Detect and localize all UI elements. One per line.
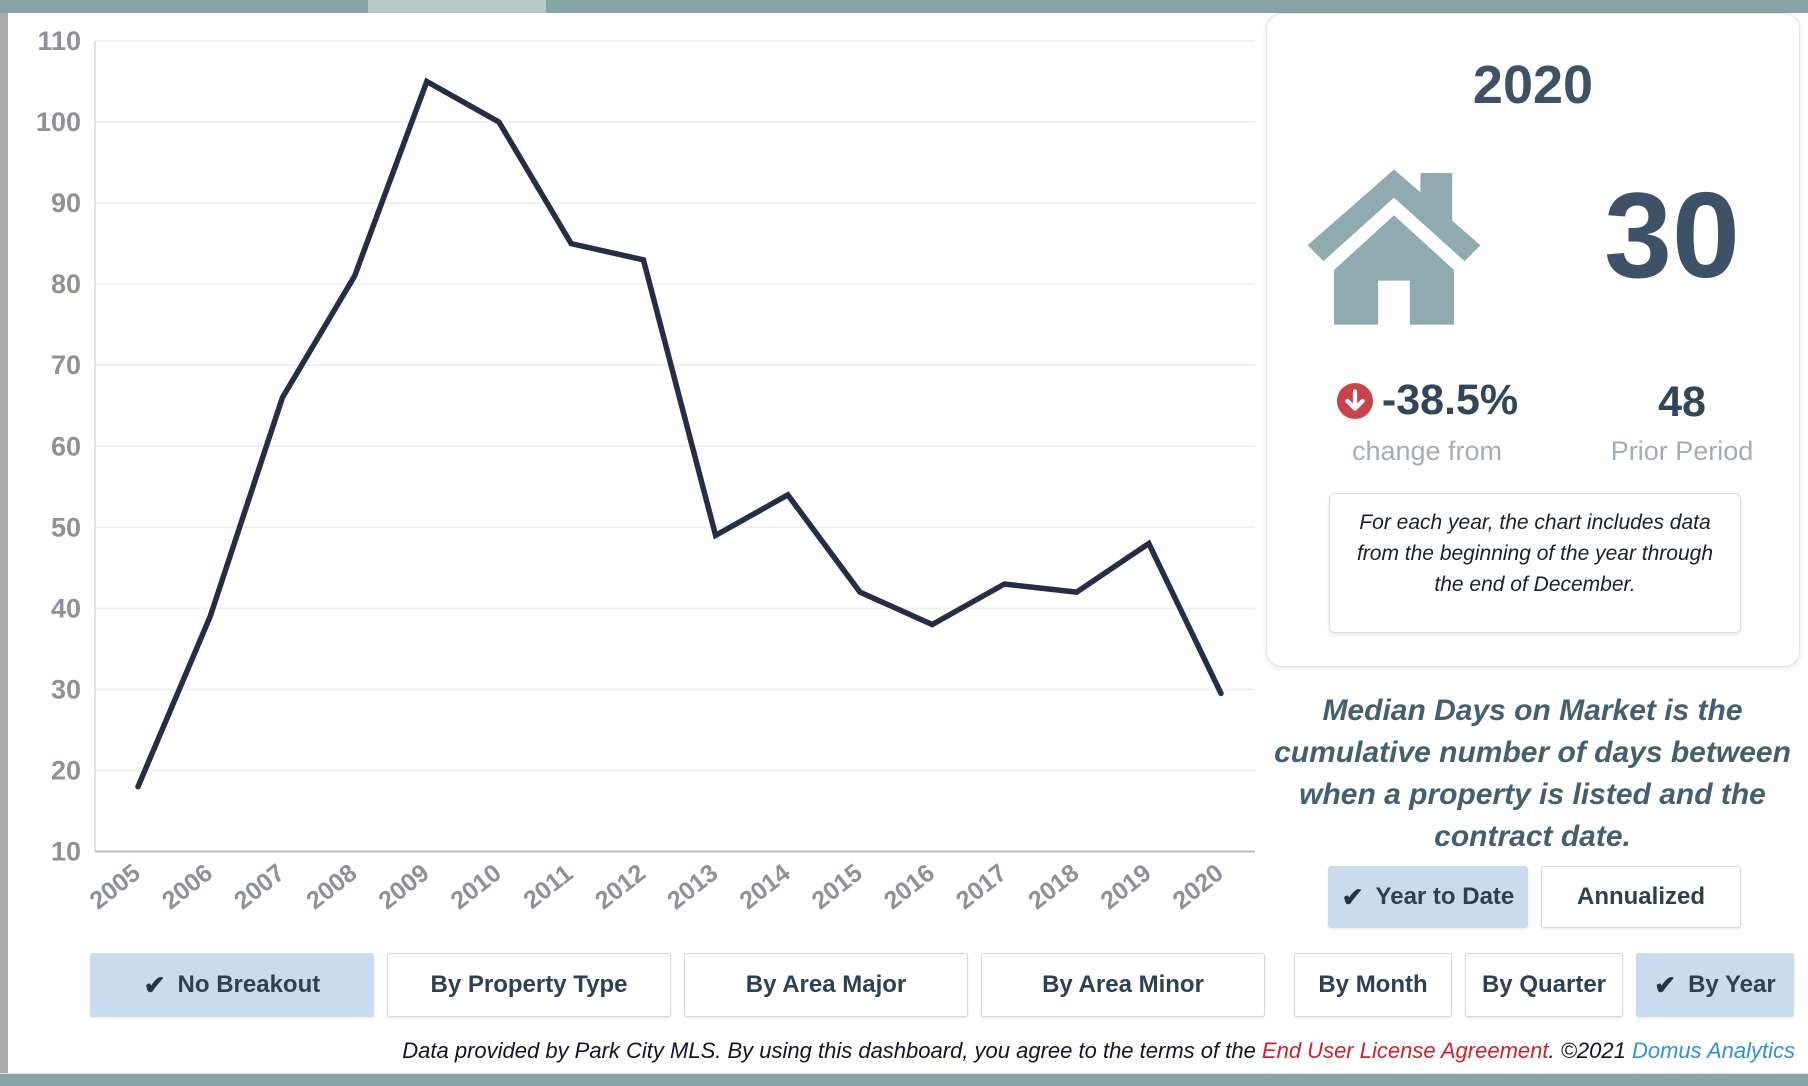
svg-text:2019: 2019 [1095,859,1156,915]
svg-text:60: 60 [51,431,81,461]
svg-text:2007: 2007 [229,859,290,915]
svg-text:2014: 2014 [734,859,795,915]
kpi-change-percent: -38.5% [1381,376,1519,424]
period-button-year-to-date[interactable]: ✔ Year to Date [1328,866,1528,928]
metric-description: Median Days on Market is the cumulative … [1274,694,1791,853]
button-label: Annualized [1576,883,1705,910]
breakout-button-by-area-major[interactable]: By Area Major [684,953,968,1017]
breakout-button-no-breakout[interactable]: ✔ No Breakout [90,953,374,1017]
breakout-button-by-quarter[interactable]: By Quarter [1465,953,1623,1017]
breakout-toggle-group: ✔ No Breakout By Property Type By Area Majo… [90,953,1794,1017]
period-toggle-group: ✔ Year to Date Annualized [1328,866,1741,928]
breakout-button-by-area-minor[interactable]: By Area Minor [981,953,1265,1017]
footer: Data provided by Park City MLS. By using… [402,1038,1795,1064]
svg-text:2011: 2011 [518,859,578,915]
top-accent-bar [0,0,1808,13]
kpi-prior-label: Prior Period [1610,436,1754,466]
left-window-edge [0,13,8,1074]
svg-text:2018: 2018 [1023,859,1084,915]
svg-text:2012: 2012 [590,859,651,915]
svg-text:10: 10 [51,837,81,867]
svg-text:2016: 2016 [879,859,940,915]
svg-text:2020: 2020 [1168,859,1229,915]
svg-text:90: 90 [51,188,81,218]
house-icon [1307,169,1481,325]
checkmark-icon: ✔ [1654,970,1677,1000]
kpi-change-label: change from [1351,436,1503,466]
arrow-down-circle-icon [1336,382,1373,419]
button-label: Year to Date [1375,883,1515,910]
button-label: By Month [1318,971,1428,998]
checkmark-icon: ✔ [143,970,166,1000]
svg-text:20: 20 [51,755,81,785]
kpi-current-value: 30 [1604,167,1740,303]
svg-text:50: 50 [51,512,81,542]
footer-copyright: . ©2021 [1548,1038,1632,1063]
breakout-button-by-year[interactable]: ✔ By Year [1636,953,1794,1017]
button-label: By Year [1688,971,1776,998]
kpi-year: 2020 [1472,55,1594,115]
svg-text:2015: 2015 [807,859,868,915]
brand-link[interactable]: Domus Analytics [1631,1038,1795,1063]
svg-text:70: 70 [51,350,81,380]
button-label: By Area Major [745,971,907,998]
button-label: By Area Minor [1042,971,1204,998]
svg-text:2009: 2009 [373,859,434,915]
kpi-card: 2020 30 -38.5% 48 change from Prior Peri… [1266,13,1800,667]
eula-link[interactable]: End User License Agreement [1261,1038,1549,1063]
button-label: By Property Type [430,971,628,998]
top-scrollbar-thumb[interactable] [368,0,546,13]
kpi-change-group: -38.5% [1267,376,1587,425]
svg-text:30: 30 [51,674,81,704]
svg-text:40: 40 [51,593,81,623]
chart-note: For each year, the chart includes data f… [1329,493,1741,633]
checkmark-icon: ✔ [1341,882,1364,912]
button-label: No Breakout [177,971,321,998]
median-days-line-chart[interactable]: 10 20 30 40 50 60 70 80 90 100 110 2005 2006 2007 2008… [0,0,1300,940]
svg-text:2008: 2008 [301,859,362,915]
svg-text:110: 110 [37,26,81,56]
svg-text:2017: 2017 [951,859,1012,915]
button-label: By Quarter [1481,971,1607,998]
footer-text: Data provided by Park City MLS. By using… [402,1038,1262,1063]
svg-text:2010: 2010 [446,859,507,915]
breakout-button-by-month[interactable]: By Month [1294,953,1452,1017]
period-button-annualized[interactable]: Annualized [1541,866,1741,928]
svg-text:2005: 2005 [85,859,146,915]
svg-text:100: 100 [36,107,81,137]
svg-text:80: 80 [51,269,81,299]
kpi-prior-value: 48 [1658,378,1706,426]
breakout-button-by-property-type[interactable]: By Property Type [387,953,671,1017]
svg-text:2013: 2013 [662,859,723,915]
svg-text:2006: 2006 [157,859,218,915]
bottom-accent-bar [0,1073,1808,1086]
